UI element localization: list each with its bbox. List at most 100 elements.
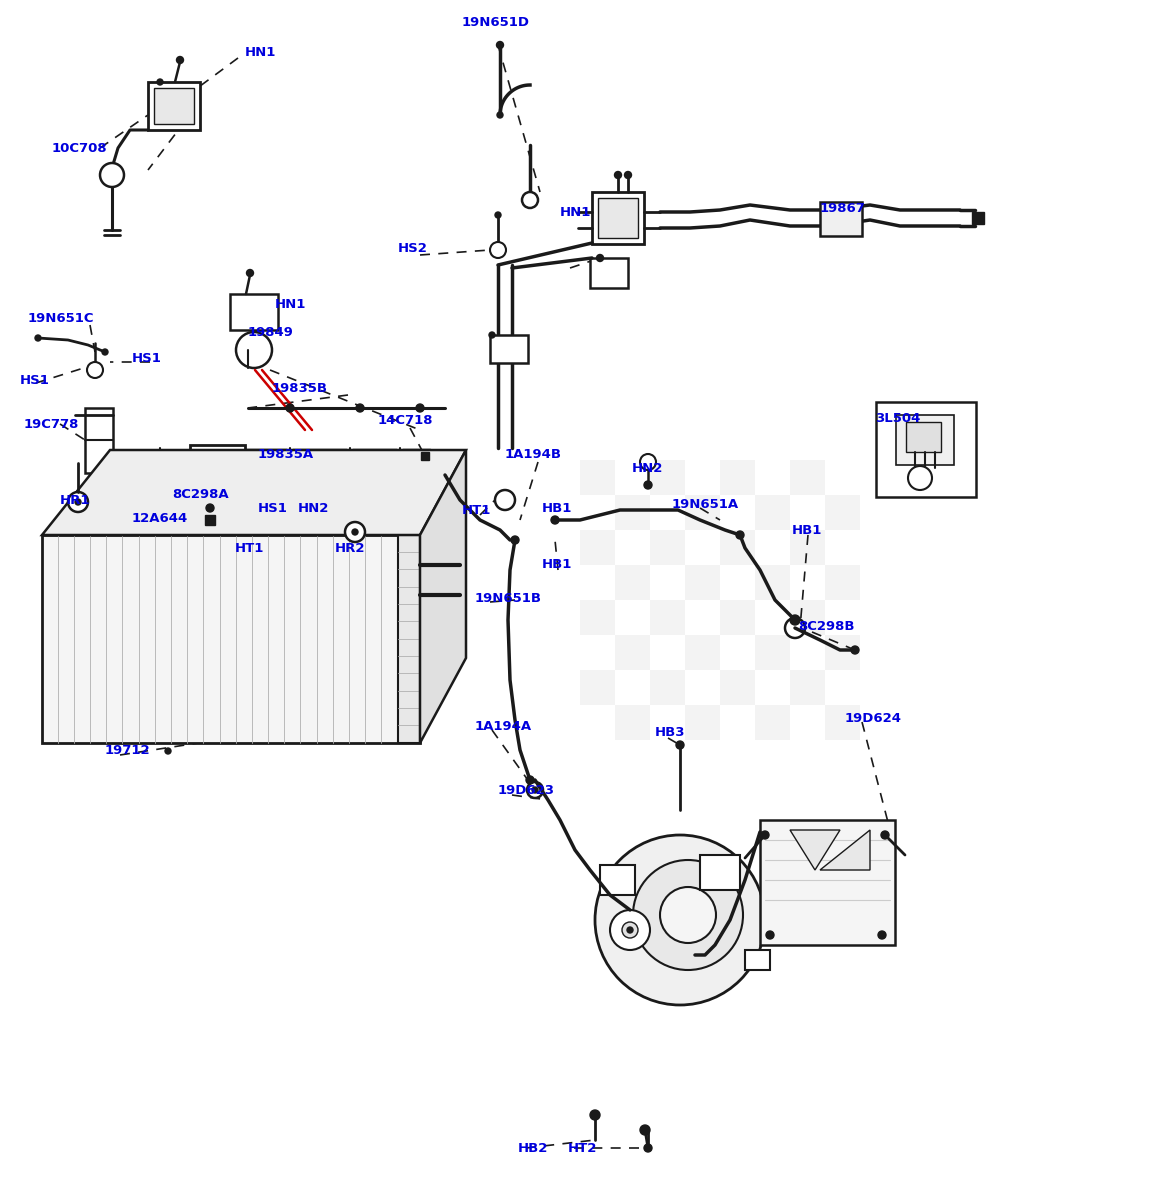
Circle shape: [236, 332, 272, 368]
Text: HS1: HS1: [132, 352, 162, 365]
Bar: [650, 600, 686, 635]
Bar: [615, 565, 650, 600]
Text: HB1: HB1: [792, 523, 823, 536]
Bar: [591, 192, 644, 244]
Circle shape: [786, 618, 805, 638]
Bar: [686, 565, 720, 600]
Text: 19N651A: 19N651A: [672, 498, 739, 510]
Bar: [755, 565, 790, 600]
Circle shape: [511, 536, 519, 544]
Circle shape: [352, 529, 358, 535]
Circle shape: [165, 748, 171, 754]
Text: HB1: HB1: [541, 558, 573, 571]
Circle shape: [35, 335, 41, 341]
Text: HN2: HN2: [632, 462, 664, 474]
Bar: [191, 445, 245, 482]
Bar: [650, 460, 686, 494]
Polygon shape: [42, 450, 466, 535]
Text: 19835B: 19835B: [272, 382, 328, 395]
Bar: [755, 704, 790, 740]
Text: HS1: HS1: [258, 502, 288, 515]
Bar: [155, 88, 194, 124]
Text: 19D623: 19D623: [498, 784, 555, 797]
Bar: [600, 865, 634, 895]
Bar: [686, 704, 720, 740]
Circle shape: [622, 922, 638, 938]
Text: 19849: 19849: [248, 325, 294, 338]
Bar: [580, 670, 615, 704]
Bar: [745, 950, 770, 970]
Circle shape: [644, 1144, 652, 1152]
Polygon shape: [419, 450, 466, 743]
Bar: [598, 198, 638, 238]
Circle shape: [345, 522, 365, 542]
Bar: [720, 600, 755, 635]
Polygon shape: [790, 830, 840, 870]
Bar: [230, 294, 278, 330]
Circle shape: [640, 1126, 650, 1135]
Text: 12A644: 12A644: [132, 511, 188, 524]
Circle shape: [495, 212, 501, 218]
Text: 1A194B: 1A194B: [505, 449, 562, 462]
Bar: [825, 704, 860, 740]
Circle shape: [246, 270, 253, 276]
Text: 8C298B: 8C298B: [798, 619, 854, 632]
Circle shape: [532, 787, 538, 793]
Text: 19867: 19867: [820, 202, 866, 215]
Circle shape: [495, 490, 515, 510]
Circle shape: [766, 931, 774, 938]
Bar: [896, 415, 954, 464]
Circle shape: [633, 860, 743, 970]
Circle shape: [624, 172, 631, 179]
Text: HR2: HR2: [335, 541, 366, 554]
Circle shape: [489, 332, 495, 338]
Circle shape: [615, 172, 622, 179]
Text: HB3: HB3: [655, 726, 686, 738]
Bar: [42, 535, 419, 743]
Bar: [615, 704, 650, 740]
Circle shape: [286, 404, 294, 412]
Circle shape: [851, 646, 859, 654]
Circle shape: [878, 931, 885, 938]
Bar: [760, 820, 895, 946]
Text: 19N651C: 19N651C: [28, 312, 94, 324]
Text: 19C778: 19C778: [24, 418, 79, 431]
Text: HT2: HT2: [568, 1141, 597, 1154]
Bar: [615, 494, 650, 530]
Text: acUbaria: acUbaria: [199, 518, 421, 562]
Circle shape: [100, 163, 124, 187]
Circle shape: [87, 362, 103, 378]
Text: 3L504: 3L504: [875, 412, 920, 425]
Text: HB1: HB1: [541, 502, 573, 515]
Bar: [720, 670, 755, 704]
Circle shape: [676, 740, 684, 749]
Bar: [755, 494, 790, 530]
Bar: [906, 422, 941, 452]
Bar: [720, 460, 755, 494]
Bar: [85, 408, 113, 473]
Text: 1A194A: 1A194A: [475, 720, 532, 732]
Text: 19N651D: 19N651D: [462, 16, 530, 29]
Text: 19D624: 19D624: [845, 712, 902, 725]
Circle shape: [76, 499, 81, 505]
Circle shape: [522, 192, 538, 208]
Text: HS1: HS1: [20, 373, 50, 386]
Bar: [700, 854, 740, 890]
Text: 19835A: 19835A: [258, 449, 314, 462]
Bar: [790, 600, 825, 635]
Bar: [650, 670, 686, 704]
Text: HN1: HN1: [560, 205, 591, 218]
Bar: [790, 460, 825, 494]
Text: a u t o m a t i c  a c c e s s o r i e s: a u t o m a t i c a c c e s s o r i e s: [178, 572, 442, 588]
Circle shape: [627, 926, 633, 934]
Circle shape: [69, 492, 88, 512]
Bar: [825, 635, 860, 670]
Bar: [399, 535, 419, 743]
Circle shape: [590, 1110, 600, 1120]
Circle shape: [551, 516, 559, 524]
Circle shape: [497, 112, 503, 118]
Circle shape: [356, 404, 364, 412]
Bar: [650, 530, 686, 565]
Text: HR1: HR1: [60, 493, 91, 506]
Bar: [580, 460, 615, 494]
